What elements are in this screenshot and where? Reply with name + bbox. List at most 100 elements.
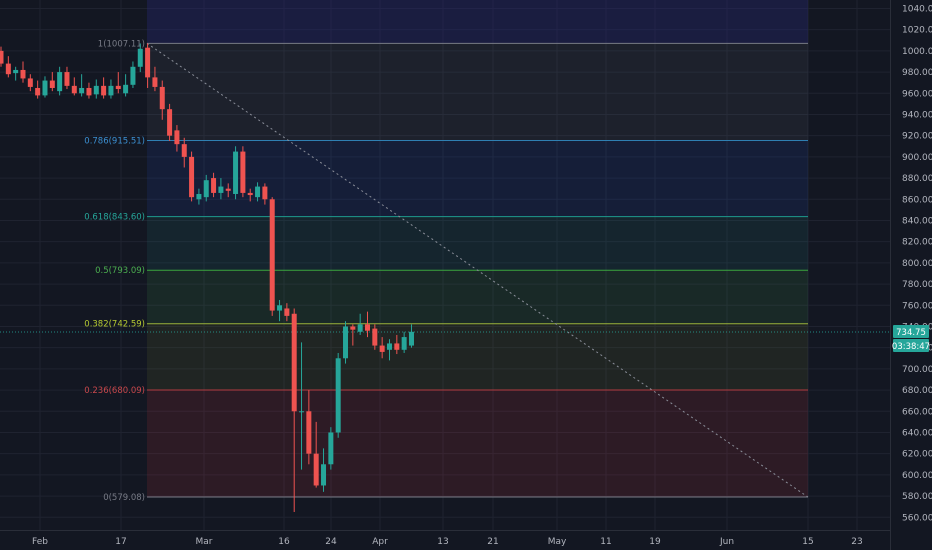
candle[interactable] (328, 427, 334, 470)
candle[interactable] (137, 43, 143, 73)
candle[interactable] (13, 66, 19, 81)
candle[interactable] (167, 103, 173, 141)
candle[interactable] (79, 74, 85, 97)
candle[interactable] (394, 334, 400, 355)
price-tick-label: 760.00 (902, 301, 932, 311)
time-tick-label: Apr (372, 537, 388, 547)
candle[interactable] (93, 79, 99, 99)
candle[interactable] (262, 183, 268, 205)
candle[interactable] (49, 72, 55, 92)
candle[interactable] (71, 77, 77, 96)
candle[interactable] (225, 183, 231, 198)
candle-body (379, 345, 385, 352)
fib-level-label: 0.5(793.09) (95, 266, 145, 276)
candle[interactable] (145, 43, 151, 88)
candle[interactable] (372, 324, 378, 350)
price-tick-label: 860.00 (902, 195, 932, 205)
candle[interactable] (321, 448, 327, 492)
time-tick-label: Mar (196, 537, 213, 547)
fib-level-label: 0.618(843.60) (84, 213, 145, 223)
candle-body (108, 85, 114, 96)
candle[interactable] (247, 188, 253, 202)
candle[interactable] (5, 56, 11, 78)
candle[interactable] (233, 146, 239, 200)
time-tick-label: 19 (649, 537, 661, 547)
time-tick-label: 15 (802, 537, 813, 547)
candle[interactable] (42, 76, 48, 98)
candle[interactable] (115, 72, 121, 94)
fib-trend-line[interactable] (146, 42, 809, 498)
price-tick-label: 660.00 (902, 407, 932, 417)
candle-body (321, 464, 327, 486)
candle-body (343, 326, 349, 359)
candle[interactable] (203, 174, 209, 202)
candle[interactable] (86, 82, 92, 99)
time-tick-label: 21 (487, 537, 498, 547)
candle-body (152, 77, 158, 87)
candle[interactable] (20, 61, 26, 83)
candle[interactable] (27, 74, 33, 92)
candle[interactable] (313, 421, 319, 488)
candle-body (27, 78, 33, 87)
candle[interactable] (365, 311, 370, 338)
candle[interactable] (189, 151, 195, 202)
candle-body (386, 343, 392, 350)
candle-body (408, 331, 414, 346)
fib-level-label: 1(1007.11) (98, 39, 145, 49)
candle[interactable] (57, 66, 63, 96)
fib-zone-5 (147, 389, 808, 498)
candle[interactable] (379, 337, 385, 359)
time-tick-label: Jun (719, 537, 734, 547)
candle[interactable] (211, 172, 217, 198)
candle-body (196, 193, 202, 200)
candle-body (365, 324, 370, 331)
candle-body (291, 313, 297, 412)
candle[interactable] (277, 299, 283, 322)
candle[interactable] (152, 66, 158, 92)
candle[interactable] (130, 61, 136, 88)
candle[interactable] (123, 74, 129, 97)
candle[interactable] (401, 331, 407, 353)
candle-body (335, 358, 341, 433)
candle[interactable] (306, 390, 312, 465)
price-tick-label: 1020.00 (902, 26, 932, 36)
time-tick-label: 11 (600, 537, 611, 547)
candle[interactable] (350, 324, 356, 346)
price-tick-label: 880.00 (902, 174, 932, 184)
candle-body (284, 308, 290, 316)
fib-zone-2 (147, 216, 808, 271)
candle[interactable] (64, 66, 70, 90)
candle[interactable] (181, 137, 187, 168)
candle[interactable] (108, 79, 114, 99)
candle[interactable] (218, 178, 224, 200)
fib-level-label: 0.382(742.59) (84, 320, 145, 330)
candle[interactable] (284, 303, 290, 322)
candle-body (137, 48, 143, 67)
candle[interactable] (299, 342, 305, 470)
candle[interactable] (174, 125, 180, 152)
candle[interactable] (343, 321, 349, 364)
candle-body (49, 80, 55, 88)
candle[interactable] (35, 80, 41, 99)
candle[interactable] (335, 352, 341, 438)
candle-body (145, 47, 151, 78)
candle-body (401, 337, 407, 350)
candle-body (372, 328, 378, 346)
time-tick-label: May (548, 537, 567, 547)
candle[interactable] (240, 146, 246, 198)
candle-body (328, 432, 334, 465)
candle[interactable] (159, 80, 165, 120)
candle[interactable] (269, 197, 275, 316)
candle[interactable] (196, 188, 202, 205)
last-price-label: 734.75 (896, 328, 926, 338)
candle[interactable] (386, 339, 392, 361)
candle[interactable] (357, 313, 363, 335)
candle[interactable] (291, 308, 297, 512)
candle[interactable] (408, 324, 414, 348)
candle[interactable] (255, 182, 261, 202)
candle[interactable] (101, 77, 107, 99)
price-tick-label: 640.00 (902, 428, 932, 438)
candle[interactable] (0, 46, 4, 67)
